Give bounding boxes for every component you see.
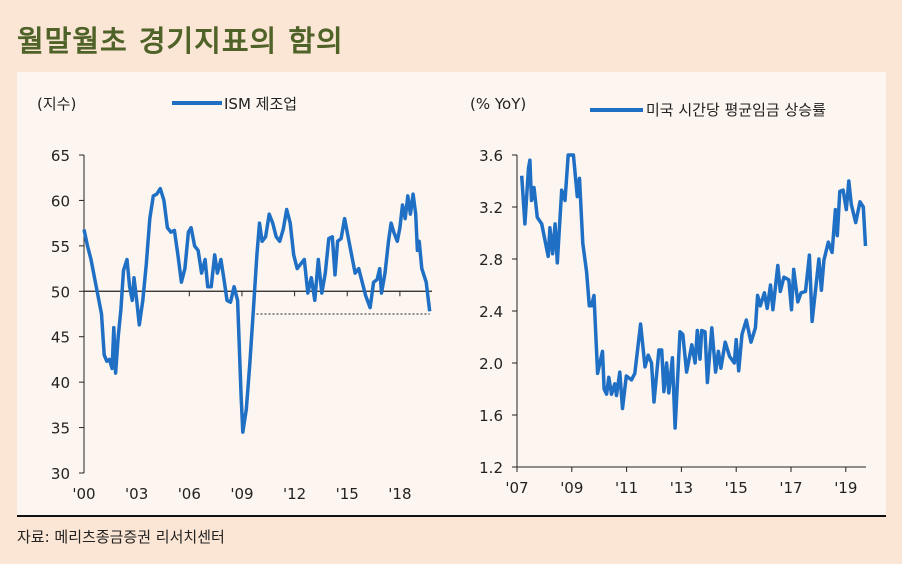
y-axis-unit: (지수) bbox=[37, 95, 76, 113]
x-tick-label: '09 bbox=[230, 485, 253, 503]
x-tick-label: '11 bbox=[615, 479, 638, 497]
x-tick-label: '09 bbox=[560, 479, 583, 497]
y-tick-label: 35 bbox=[51, 420, 70, 438]
x-tick-label: '00 bbox=[72, 485, 95, 503]
y-tick-label: 2.8 bbox=[479, 251, 503, 269]
x-tick-label: '07 bbox=[505, 479, 528, 497]
y-tick-label: 60 bbox=[51, 192, 70, 210]
chart-panel bbox=[17, 72, 886, 517]
source-note: 자료: 메리츠종금증권 리서치센터 bbox=[17, 528, 225, 546]
series-line bbox=[82, 186, 432, 434]
y-tick-label: 1.6 bbox=[479, 407, 503, 425]
x-tick-label: '15 bbox=[336, 485, 359, 503]
y-tick-label: 3.2 bbox=[479, 199, 503, 217]
x-tick-label: '06 bbox=[178, 485, 201, 503]
y-tick-label: 3.6 bbox=[479, 147, 503, 165]
x-tick-label: '17 bbox=[779, 479, 802, 497]
y-tick-label: 40 bbox=[51, 374, 70, 392]
x-tick-label: '18 bbox=[388, 485, 411, 503]
x-tick-label: '19 bbox=[834, 479, 857, 497]
y-tick-label: 65 bbox=[51, 147, 70, 165]
x-tick-label: '12 bbox=[283, 485, 306, 503]
legend-label: ISM 제조업 bbox=[224, 95, 297, 113]
y-tick-label: 45 bbox=[51, 329, 70, 347]
x-tick-label: '03 bbox=[125, 485, 148, 503]
x-tick-label: '13 bbox=[670, 479, 693, 497]
y-tick-label: 30 bbox=[51, 465, 70, 483]
y-tick-label: 50 bbox=[51, 283, 70, 301]
y-tick-label: 1.2 bbox=[479, 459, 503, 477]
page-title: 월말월초 경기지표의 함의 bbox=[17, 24, 344, 58]
y-axis-unit: (% YoY) bbox=[470, 95, 526, 113]
y-tick-label: 2.0 bbox=[479, 355, 503, 373]
x-tick-label: '15 bbox=[725, 479, 748, 497]
legend-label: 미국 시간당 평균임금 상승률 bbox=[646, 101, 826, 119]
y-tick-label: 55 bbox=[51, 238, 70, 256]
series-line bbox=[519, 153, 868, 430]
y-tick-label: 2.4 bbox=[479, 303, 503, 321]
